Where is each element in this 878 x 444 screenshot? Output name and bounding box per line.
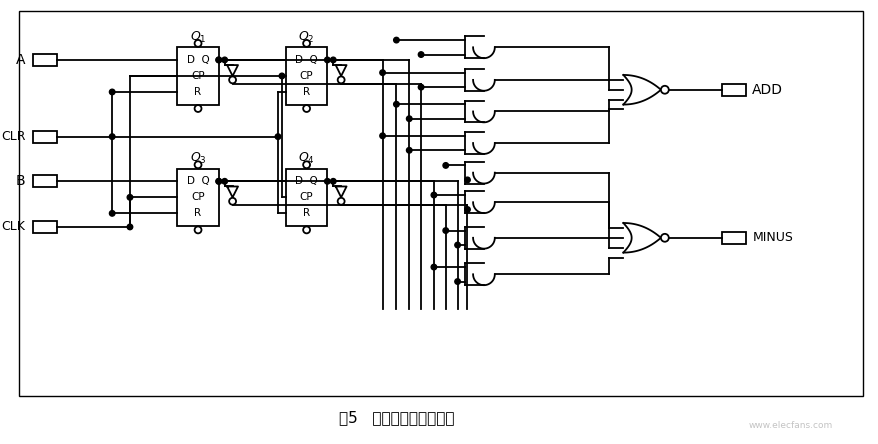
Bar (177, 48, 219, 104)
Bar (33, 131, 57, 143)
Circle shape (303, 105, 310, 112)
Circle shape (454, 279, 460, 284)
Text: ADD: ADD (751, 83, 782, 97)
Bar (285, 48, 327, 104)
Circle shape (406, 147, 412, 153)
Text: D  Q: D Q (186, 55, 209, 65)
Circle shape (275, 134, 280, 139)
Circle shape (229, 198, 236, 205)
Text: $Q_3$: $Q_3$ (190, 151, 206, 166)
Text: D  Q: D Q (186, 176, 209, 186)
Text: www.elecfans.com: www.elecfans.com (748, 421, 832, 430)
Circle shape (194, 161, 201, 168)
Circle shape (127, 224, 133, 230)
Circle shape (194, 105, 201, 112)
Circle shape (430, 192, 436, 198)
Bar (721, 84, 745, 95)
Text: CP: CP (191, 71, 205, 81)
Text: $Q_1$: $Q_1$ (190, 30, 206, 45)
Circle shape (660, 234, 668, 242)
Circle shape (443, 228, 448, 233)
Text: CLK: CLK (2, 220, 25, 234)
Text: MINUS: MINUS (752, 231, 793, 244)
Circle shape (216, 178, 221, 184)
Bar (19, 11, 862, 396)
Circle shape (330, 178, 335, 184)
Text: CP: CP (299, 192, 313, 202)
Bar (33, 175, 57, 187)
Text: R: R (303, 87, 310, 97)
Circle shape (464, 207, 470, 212)
Circle shape (216, 178, 221, 184)
Text: D  Q: D Q (295, 55, 318, 65)
Text: $Q_2$: $Q_2$ (298, 30, 314, 45)
Circle shape (216, 57, 221, 63)
Text: A: A (16, 53, 25, 67)
Circle shape (430, 264, 436, 270)
Circle shape (109, 89, 115, 95)
Circle shape (194, 226, 201, 234)
Circle shape (303, 161, 310, 168)
Circle shape (109, 210, 115, 216)
Circle shape (127, 194, 133, 200)
Circle shape (393, 102, 399, 107)
Circle shape (464, 177, 470, 182)
Circle shape (221, 178, 227, 184)
Bar (177, 169, 219, 226)
Circle shape (379, 70, 385, 75)
Circle shape (379, 133, 385, 139)
Text: CP: CP (191, 192, 205, 202)
Circle shape (454, 242, 460, 248)
Bar (33, 54, 57, 66)
Circle shape (337, 76, 344, 83)
Bar (285, 169, 327, 226)
Text: R: R (194, 87, 201, 97)
Circle shape (221, 57, 227, 63)
Circle shape (279, 73, 284, 79)
Circle shape (109, 134, 115, 139)
Text: CP: CP (299, 71, 313, 81)
Text: 图5   四细分与辨向电路图: 图5 四细分与辨向电路图 (338, 410, 454, 425)
Bar (721, 232, 745, 244)
Circle shape (229, 76, 236, 83)
Circle shape (393, 37, 399, 43)
Circle shape (330, 57, 335, 63)
Circle shape (303, 40, 310, 47)
Text: CLR: CLR (1, 130, 25, 143)
Circle shape (418, 52, 423, 57)
Text: B: B (16, 174, 25, 188)
Text: $Q_4$: $Q_4$ (298, 151, 314, 166)
Bar (33, 221, 57, 233)
Text: R: R (303, 208, 310, 218)
Circle shape (324, 178, 330, 184)
Circle shape (337, 198, 344, 205)
Circle shape (216, 57, 221, 63)
Circle shape (324, 57, 330, 63)
Circle shape (303, 226, 310, 234)
Text: R: R (194, 208, 201, 218)
Circle shape (194, 40, 201, 47)
Circle shape (443, 163, 448, 168)
Circle shape (406, 116, 412, 122)
Circle shape (418, 84, 423, 90)
Text: D  Q: D Q (295, 176, 318, 186)
Circle shape (660, 86, 668, 94)
